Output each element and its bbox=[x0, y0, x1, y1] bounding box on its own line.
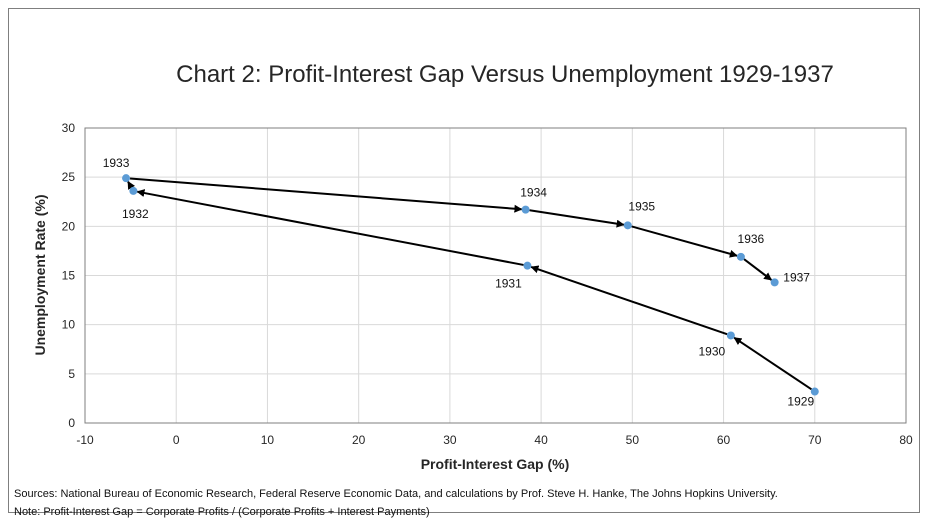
data-point bbox=[129, 186, 138, 195]
data-point bbox=[810, 387, 819, 396]
x-axis-title: Profit-Interest Gap (%) bbox=[421, 456, 570, 472]
trajectory-arrow bbox=[136, 189, 524, 266]
y-tick-label: 25 bbox=[62, 170, 76, 184]
point-label: 1933 bbox=[103, 156, 130, 170]
point-label: 1931 bbox=[495, 277, 522, 291]
data-point bbox=[736, 252, 745, 261]
x-tick-label: 20 bbox=[352, 433, 366, 447]
trajectory-arrow bbox=[129, 177, 523, 213]
y-tick-label: 10 bbox=[62, 318, 76, 332]
sources-footnote: Sources: National Bureau of Economic Res… bbox=[14, 488, 778, 500]
trajectory-arrow bbox=[530, 265, 728, 336]
chart-title: Chart 2: Profit-Interest Gap Versus Unem… bbox=[176, 61, 834, 88]
point-label: 1932 bbox=[122, 207, 149, 221]
y-tick-label: 5 bbox=[68, 367, 75, 381]
x-tick-label: 50 bbox=[626, 433, 640, 447]
point-label: 1937 bbox=[783, 270, 810, 284]
trajectory-arrows bbox=[127, 177, 813, 391]
trajectory-arrow bbox=[743, 258, 773, 281]
note-footnote: Note: Profit-Interest Gap = Corporate Pr… bbox=[14, 506, 430, 518]
data-points bbox=[122, 174, 819, 396]
y-tick-label: 0 bbox=[68, 416, 75, 430]
data-point bbox=[523, 261, 532, 270]
chart-frame bbox=[8, 8, 920, 513]
point-label: 1929 bbox=[787, 395, 814, 409]
point-label: 1934 bbox=[520, 186, 547, 200]
x-tick-label: 0 bbox=[173, 433, 180, 447]
trajectory-arrow bbox=[733, 336, 813, 391]
x-tick-label: 70 bbox=[808, 433, 822, 447]
trajectory-arrow bbox=[127, 180, 136, 190]
x-axis-ticks: -10 0 10 20 30 40 50 60 70 80 bbox=[76, 433, 913, 447]
data-point bbox=[521, 205, 530, 214]
y-tick-label: 20 bbox=[62, 219, 76, 233]
x-tick-label: 60 bbox=[717, 433, 731, 447]
trajectory-arrow bbox=[529, 209, 625, 228]
x-tick-label: 40 bbox=[534, 433, 548, 447]
y-tick-label: 30 bbox=[62, 121, 76, 135]
y-tick-label: 15 bbox=[62, 269, 76, 283]
data-point bbox=[623, 221, 632, 230]
y-axis-ticks: 0 5 10 15 20 25 30 bbox=[62, 121, 76, 430]
x-tick-label: 30 bbox=[443, 433, 457, 447]
data-point bbox=[770, 278, 779, 287]
point-label: 1935 bbox=[628, 199, 655, 213]
data-point bbox=[726, 331, 735, 340]
x-tick-label: -10 bbox=[76, 433, 94, 447]
trajectory-arrow bbox=[631, 225, 738, 258]
point-labels: 1929 1930 1931 1932 1933 1934 1935 1936 1937 bbox=[103, 156, 815, 408]
data-point bbox=[122, 174, 131, 183]
point-label: 1930 bbox=[699, 344, 726, 358]
x-tick-label: 10 bbox=[261, 433, 275, 447]
y-axis-title: Unemployment Rate (%) bbox=[32, 194, 48, 355]
plot-area-border bbox=[84, 127, 907, 424]
point-label: 1936 bbox=[738, 232, 765, 246]
x-tick-label: 80 bbox=[899, 433, 913, 447]
